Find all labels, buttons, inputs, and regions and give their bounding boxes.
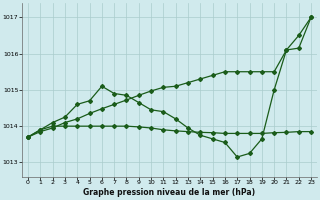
- X-axis label: Graphe pression niveau de la mer (hPa): Graphe pression niveau de la mer (hPa): [84, 188, 256, 197]
